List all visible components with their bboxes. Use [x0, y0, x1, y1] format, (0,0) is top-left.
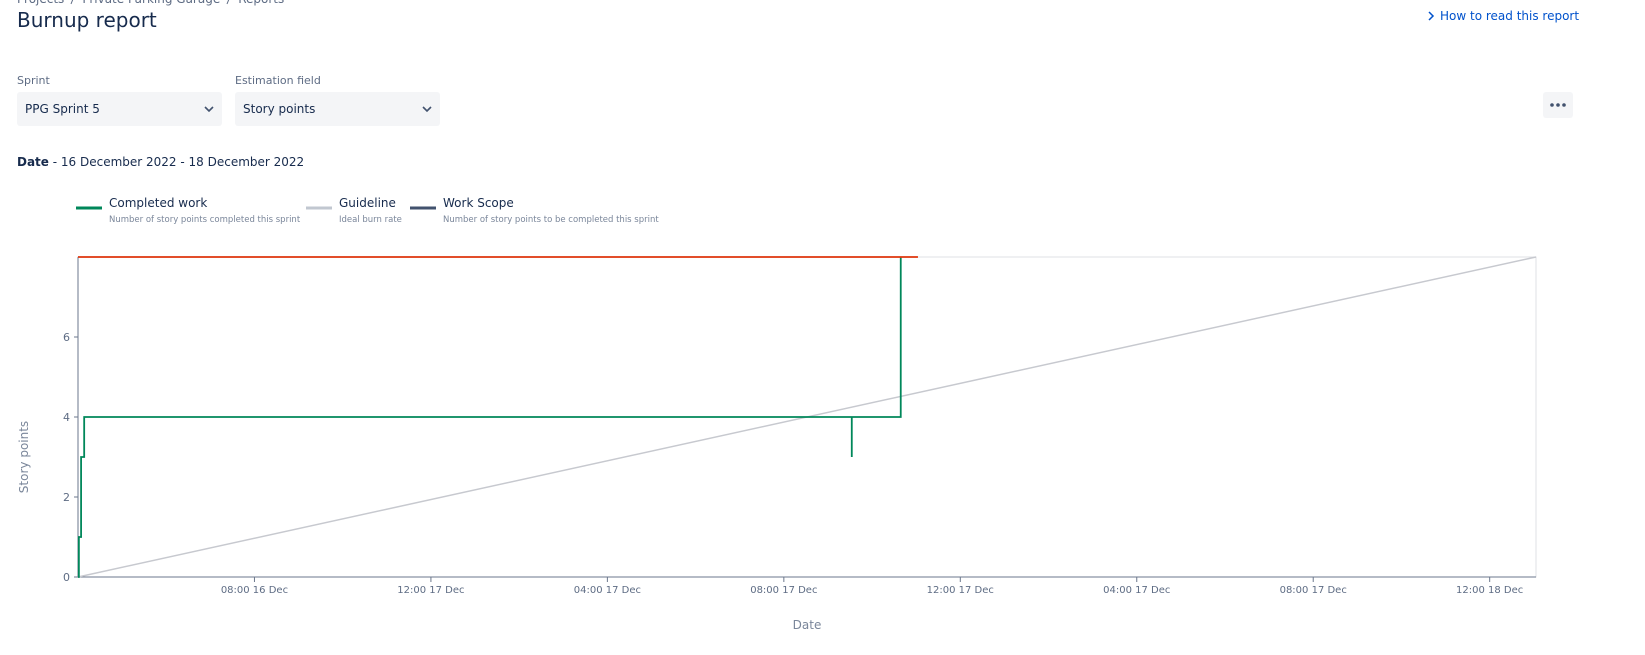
legend-label: Guideline	[339, 196, 396, 210]
separator	[226, 0, 230, 5]
x-tick-label: 04:00 17 Dec	[1103, 585, 1170, 596]
page-title: Burnup report	[17, 8, 157, 32]
y-tick-label: 0	[63, 571, 70, 584]
x-axis-label: Date	[793, 618, 822, 632]
chevron	[1428, 11, 1435, 21]
filter-label: Estimation field	[235, 74, 321, 87]
y-axis-label: Story points	[17, 421, 31, 493]
select-value: Story points	[243, 102, 316, 116]
x-tick-label: 04:00 17 Dec	[574, 585, 641, 596]
legend-description: Number of story points completed this sp…	[109, 215, 301, 225]
y-tick-label: 2	[63, 491, 70, 504]
more-icon	[1550, 103, 1566, 107]
estimation-select[interactable]: Story points	[235, 92, 440, 126]
filter-label: Sprint	[17, 74, 50, 87]
more-button[interactable]	[1543, 92, 1573, 118]
select-value: PPG Sprint 5	[25, 102, 100, 116]
sprint-select[interactable]: PPG Sprint 5	[17, 92, 222, 126]
y-tick-label: 4	[63, 411, 70, 424]
y-tick-label: 6	[63, 331, 70, 344]
breadcrumb[interactable]: Projects	[17, 0, 64, 6]
separator	[70, 0, 74, 5]
x-tick-label: 08:00 17 Dec	[1280, 585, 1347, 596]
date-range: Date - 16 December 2022 - 18 December 20…	[17, 155, 304, 169]
breadcrumb[interactable]: Reports	[238, 0, 284, 6]
x-tick-label: 08:00 17 Dec	[750, 585, 817, 596]
x-tick-label: 12:00 17 Dec	[397, 585, 464, 596]
date-label: Date	[17, 155, 49, 169]
x-tick-label: 12:00 18 Dec	[1456, 585, 1523, 596]
legend-description: Number of story points to be completed t…	[443, 215, 659, 225]
help-link[interactable]: How to read this report	[1427, 9, 1579, 23]
help-link-text[interactable]: How to read this report	[1440, 9, 1580, 23]
chevron-down	[422, 106, 432, 113]
legend-label: Work Scope	[443, 196, 514, 210]
x-tick-label: 08:00 16 Dec	[221, 585, 288, 596]
legend-description: Ideal burn rate	[339, 215, 402, 225]
x-tick-label: 12:00 17 Dec	[927, 585, 994, 596]
breadcrumb[interactable]: Private Parking Garage	[82, 0, 220, 6]
date-text: - 16 December 2022 - 18 December 2022	[48, 155, 305, 169]
legend-label: Completed work	[109, 196, 207, 210]
breadcrumbs: Projects Private Parking Garage Reports	[17, 0, 284, 6]
chevron-down	[204, 106, 214, 113]
series-line	[77, 257, 902, 578]
